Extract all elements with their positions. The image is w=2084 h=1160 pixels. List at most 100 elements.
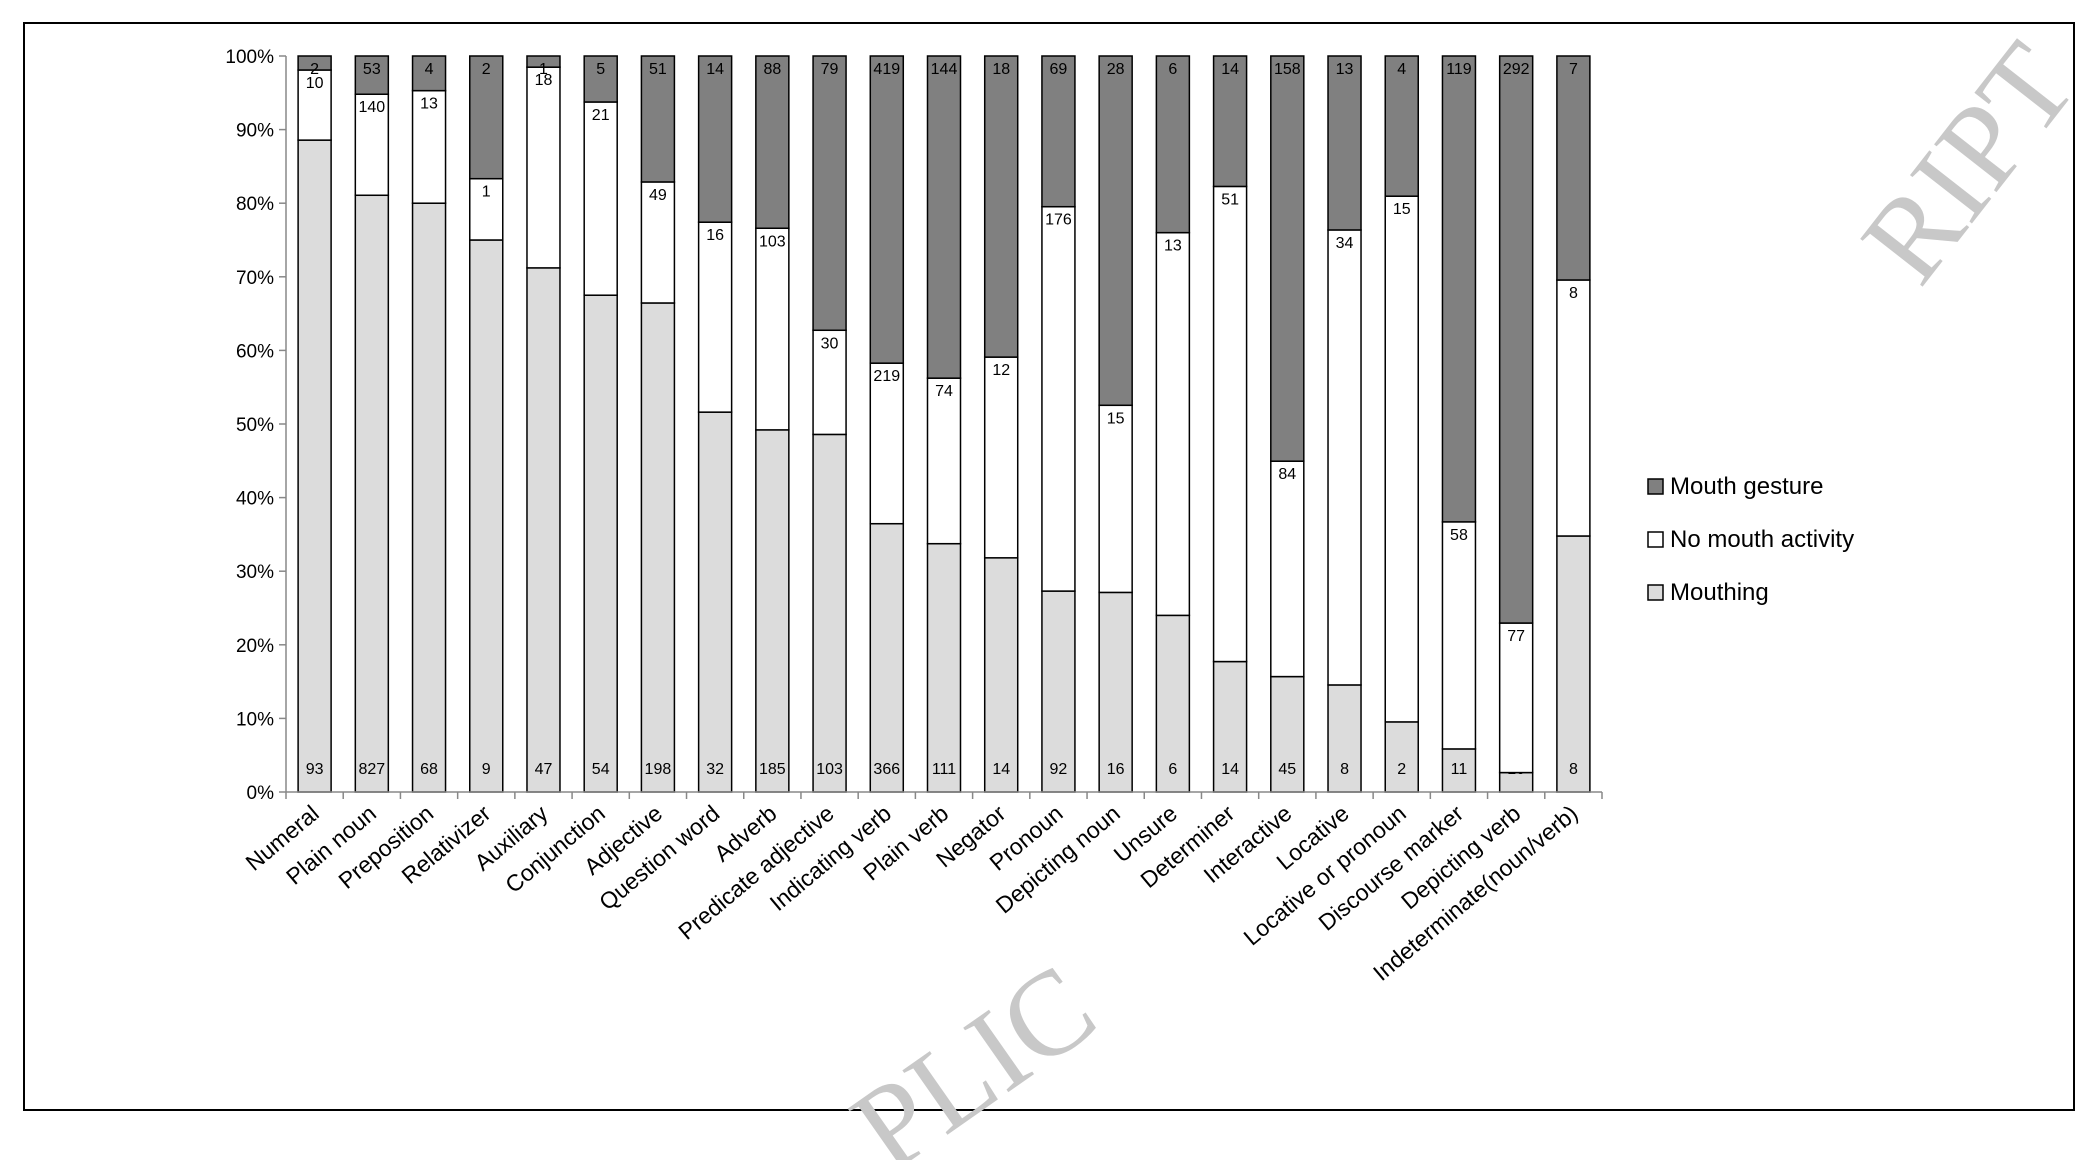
data-label: 92 — [1050, 761, 1068, 778]
y-axis: 0% 10% 20% 30% 40% 50% 60% 70% 80% 90% 100% — [225, 47, 287, 804]
data-label: 45 — [1278, 761, 1296, 778]
bar-segment — [1212, 185, 1248, 663]
bar-segment — [926, 542, 962, 793]
data-label: 47 — [535, 761, 553, 778]
bar-segment — [983, 356, 1019, 559]
bar-segment — [354, 93, 390, 197]
bar-segment — [1155, 55, 1191, 234]
data-label: 119 — [1446, 61, 1472, 78]
bar-segment — [583, 55, 618, 103]
bar-group: 185 103 88 — [755, 55, 790, 793]
data-label: 18 — [535, 72, 553, 89]
bar-segment — [1270, 55, 1305, 462]
bar-group: 93 102 — [297, 55, 332, 793]
bar-segment — [755, 429, 790, 793]
data-label: 198 — [645, 761, 672, 778]
bar-segment — [583, 294, 618, 793]
bar-segment — [926, 55, 962, 379]
data-label: 11 — [1451, 761, 1468, 778]
bars: 9310282714053681349124718154215198495132… — [297, 55, 1591, 793]
bar-group: 14 12 18 — [983, 55, 1019, 793]
bar-segment — [411, 202, 447, 793]
data-label: 419 — [873, 61, 900, 78]
bar-segment — [1212, 55, 1248, 188]
bar-segment — [869, 522, 905, 793]
data-label: 51 — [649, 61, 667, 78]
data-label: 1 — [539, 61, 548, 78]
data-label: 54 — [592, 761, 610, 778]
data-label: 15 — [1107, 410, 1125, 427]
bar-group: 2 15 4 — [1384, 55, 1419, 793]
data-label: 51 — [1221, 191, 1239, 208]
data-label: 144 — [931, 61, 958, 78]
data-label: 21 — [592, 107, 610, 124]
bar-segment — [926, 377, 962, 545]
data-label: 103 — [759, 233, 786, 250]
legend: Mouth gesture No mouth activity Mouthing — [1647, 473, 1854, 606]
data-label: 2 — [482, 61, 491, 78]
bar-group: 827 140 53 — [354, 55, 390, 793]
data-label: 6 — [1168, 61, 1177, 78]
bar-segment — [1098, 404, 1133, 594]
bar-group: 8 34 13 — [1327, 55, 1362, 793]
data-label: 12 — [992, 362, 1010, 379]
y-tick-label: 30% — [236, 562, 274, 583]
bar-segment — [1384, 721, 1419, 793]
bar-segment — [1327, 55, 1362, 231]
data-label: 84 — [1278, 466, 1296, 483]
data-label: 69 — [1050, 61, 1068, 78]
bar-group: 8 8 7 — [1556, 55, 1591, 793]
bar-group: 366 219 419 — [869, 55, 905, 793]
data-label: 111 — [932, 761, 956, 778]
data-label: 6 — [1168, 761, 1177, 778]
bar-segment — [697, 55, 733, 223]
data-label: 9 — [482, 761, 491, 778]
y-tick-label: 40% — [236, 489, 274, 510]
data-label: 58 — [1450, 527, 1468, 544]
legend-swatch — [1647, 531, 1664, 548]
data-label: 292 — [1503, 61, 1530, 78]
data-label: 77 — [1507, 628, 1525, 645]
data-label: 1 — [482, 184, 491, 201]
data-label: 93 — [306, 761, 324, 778]
legend-label: No mouth activity — [1670, 526, 1854, 553]
bar-group: 103 30 79 — [812, 55, 847, 793]
data-label: 4 — [425, 61, 434, 78]
bar-segment — [1441, 55, 1477, 523]
bar-segment — [640, 55, 676, 183]
data-label: 79 — [821, 61, 839, 78]
y-tick-label: 50% — [236, 415, 274, 436]
data-label: 32 — [706, 761, 724, 778]
data-label: 18 — [992, 61, 1010, 78]
bar-segment — [526, 66, 561, 269]
bar-group: 16 15 28 — [1098, 55, 1133, 793]
data-label: 8 — [1340, 761, 1349, 778]
data-label: 16 — [1107, 761, 1125, 778]
data-label: 13 — [420, 96, 438, 113]
data-label: 14 — [1221, 61, 1239, 78]
bar-segment — [640, 181, 676, 304]
bar-group: 1077292 — [1498, 55, 1534, 793]
bar-segment — [583, 101, 618, 296]
bar-group: 198 49 51 — [640, 55, 676, 793]
bar-segment — [697, 221, 733, 413]
data-label: 8 — [1569, 761, 1578, 778]
bar-segment — [354, 55, 390, 95]
data-label: 5 — [596, 61, 605, 78]
y-tick-label: 90% — [236, 121, 274, 142]
bar-segment — [640, 302, 676, 793]
bar-segment — [1556, 279, 1591, 537]
bar-segment — [983, 557, 1019, 793]
data-label: 14 — [706, 61, 724, 78]
data-label: 140 — [358, 99, 385, 116]
bar-segment — [411, 55, 447, 92]
data-label: 28 — [1107, 61, 1125, 78]
bar-segment — [354, 194, 390, 793]
bar-segment — [1327, 684, 1362, 793]
bar-group: 111 74 144 — [926, 55, 962, 793]
bar-segment — [1441, 521, 1477, 750]
bar-group: 47 181 — [526, 55, 561, 793]
y-tick-label: 10% — [236, 709, 274, 730]
data-label: 14 — [1221, 761, 1239, 778]
